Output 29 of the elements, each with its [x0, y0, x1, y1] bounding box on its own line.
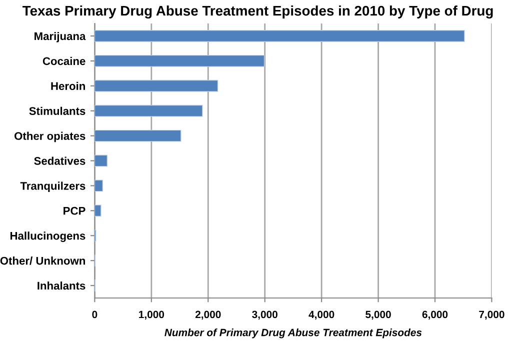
chart-title: Texas Primary Drug Abuse Treatment Episodes in 2010 by Type of Drug — [22, 5, 493, 19]
y-tick-label: PCP — [64, 206, 86, 215]
x-tick-label: 1,000 — [139, 310, 164, 320]
bar — [94, 130, 182, 142]
bar — [94, 54, 265, 67]
y-tick-label: Heroin — [51, 82, 85, 90]
y-tick-label: Cocaine — [42, 56, 86, 66]
y-tick-label: Tranquilzers — [20, 182, 86, 192]
x-tick-label: 5,000 — [366, 310, 391, 320]
y-tick-label: Sedatives — [34, 156, 86, 165]
y-tick-label: Inhalants — [38, 281, 86, 290]
x-tick-label: 0 — [92, 310, 98, 318]
x-tick-label: 7,000 — [479, 310, 504, 320]
x-tick-label: 6,000 — [422, 310, 448, 320]
x-tick-label: 3,000 — [252, 310, 278, 320]
y-tick-label: Marijuana — [34, 32, 86, 42]
bar — [94, 154, 108, 167]
y-tick-label: Stimulants — [29, 106, 86, 115]
y-tick-label: Other/ Unknown — [0, 256, 85, 265]
bar — [94, 104, 203, 117]
bar — [94, 30, 465, 42]
y-tick-label: Hallucinogens — [10, 232, 86, 242]
bar — [94, 180, 103, 192]
bar — [94, 204, 102, 217]
x-tick-label: 2,000 — [195, 310, 221, 320]
bar — [94, 80, 218, 92]
y-tick-label: Other opiates — [14, 132, 86, 142]
x-axis-title: Number of Primary Drug Abuse Treatment Episodes — [164, 328, 422, 338]
x-tick-label: 4,000 — [308, 310, 334, 320]
